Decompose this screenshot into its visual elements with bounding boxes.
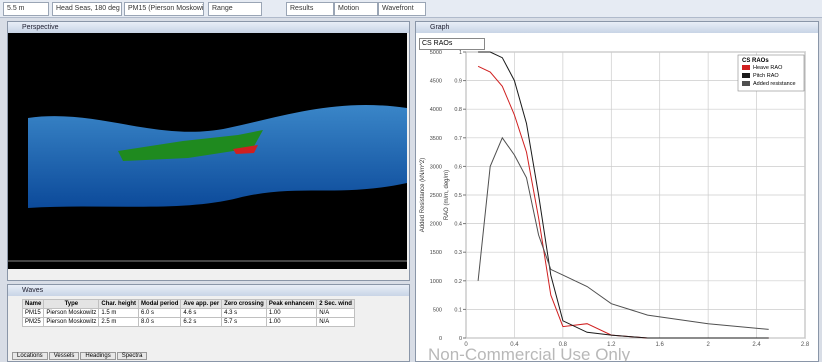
- legend-swatch: [742, 81, 750, 86]
- legend-label: Heave RAO: [753, 65, 783, 71]
- y2-axis-label: RAO (m/m, deg/m): [444, 170, 450, 220]
- y-tick-label: 3000: [430, 164, 442, 170]
- y-tick-label: 2000: [430, 222, 442, 228]
- y-tick-label: 500: [433, 307, 442, 313]
- y2-tick-label: 0.5: [454, 193, 462, 199]
- y-tick-label: 1000: [430, 279, 442, 285]
- y2-tick-label: 0.7: [454, 136, 462, 142]
- y2-tick-label: 0.3: [454, 250, 462, 256]
- app: 5.5 m Head Seas, 180 deg PM15 (Pierson M…: [0, 0, 822, 362]
- x-tick-label: 2: [706, 342, 710, 348]
- y-tick-label: 5000: [430, 50, 442, 56]
- y2-tick-label: 1: [459, 50, 462, 56]
- y-axis-label: Added Resistance (kN/m^2): [420, 158, 426, 233]
- y-tick-label: 2500: [430, 193, 442, 199]
- x-tick-label: 1.6: [656, 342, 665, 348]
- graph-chart: 00.40.81.21.622.42.805001000150020002500…: [0, 0, 822, 362]
- legend-swatch: [742, 73, 750, 78]
- y-tick-label: 0: [439, 336, 442, 342]
- y2-tick-label: 0.1: [454, 307, 462, 313]
- y2-tick-label: 0: [459, 336, 462, 342]
- y2-tick-label: 0.4: [454, 222, 462, 228]
- y2-tick-label: 0.9: [454, 79, 462, 85]
- legend-title: CS RAOs: [742, 58, 769, 64]
- y-tick-label: 4000: [430, 107, 442, 113]
- y-tick-label: 1500: [430, 250, 442, 256]
- y2-tick-label: 0.2: [454, 279, 462, 285]
- y2-tick-label: 0.6: [454, 164, 462, 170]
- legend-label: Added resistance: [753, 81, 796, 87]
- y2-tick-label: 0.8: [454, 107, 462, 113]
- x-tick-label: 2.8: [801, 342, 810, 348]
- x-tick-label: 2.4: [752, 342, 761, 348]
- y-tick-label: 3500: [430, 136, 442, 142]
- legend-label: Pitch RAO: [753, 73, 779, 79]
- watermark: Non-Commercial Use Only: [428, 345, 631, 362]
- y-tick-label: 4500: [430, 79, 442, 85]
- legend-swatch: [742, 65, 750, 70]
